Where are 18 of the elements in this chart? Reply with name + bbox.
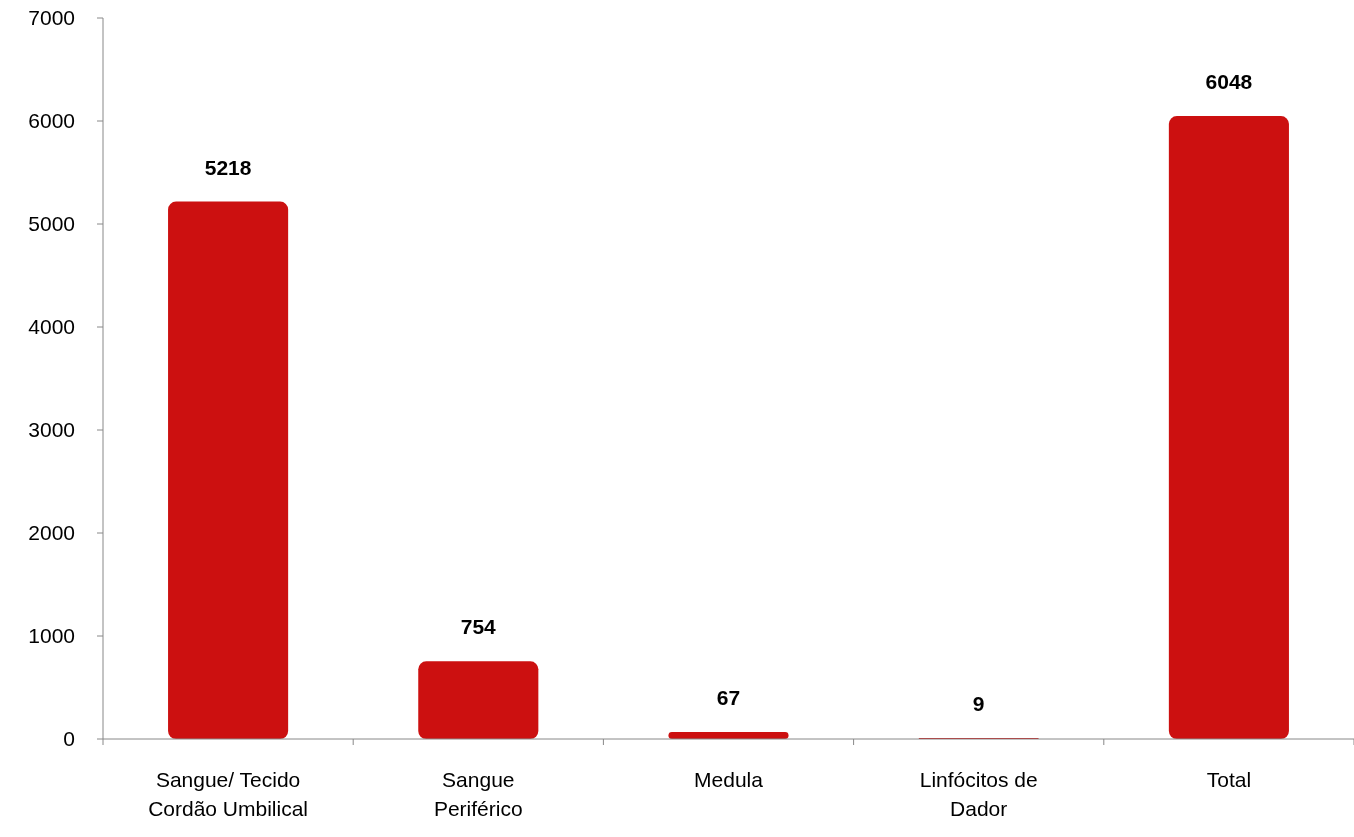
y-tick-label: 1000: [28, 624, 75, 648]
x-tick-label: Linfócitos de Dador: [919, 768, 1038, 820]
data-label: 67: [716, 686, 741, 710]
data-label: 5218: [204, 155, 252, 179]
x-tick-label: Sangue Periférico: [433, 768, 523, 820]
y-tick-label: 5000: [28, 212, 75, 236]
y-tick-label: 3000: [28, 418, 75, 442]
data-label: 9: [972, 692, 985, 716]
x-tick-label: Sangue/ Tecido Cordão Umbilical: [148, 768, 309, 820]
y-tick-label: 0: [63, 727, 75, 751]
data-label: 6048: [1205, 70, 1253, 94]
y-tick-label: 4000: [28, 315, 75, 339]
x-tick-label: Total: [1206, 768, 1252, 791]
data-label: 754: [460, 615, 497, 639]
y-tick-label: 7000: [28, 6, 75, 30]
y-tick-label: 2000: [28, 521, 75, 545]
x-tick-label: Medula: [694, 768, 764, 791]
y-tick-label: 6000: [28, 109, 75, 133]
